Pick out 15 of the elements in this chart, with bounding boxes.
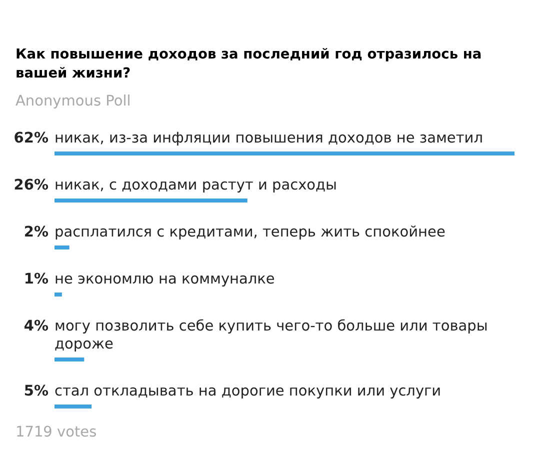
y-tick-label: могу позволить себе купить чего-то больше или товары дороже (54, 318, 488, 352)
y-tick-label: стал откладывать на дорогие покупки или услуги (54, 384, 442, 400)
chart-title: Как повышение доходов за последний год отразилось на вашей жизни? (16, 46, 482, 82)
data-label: 2% (24, 224, 49, 240)
data-label: 62% (14, 130, 49, 146)
data-label: 26% (14, 178, 49, 194)
y-tick-label: расплатился с кредитами, теперь жить спокойнее (54, 224, 446, 240)
data-label: 5% (24, 384, 49, 400)
y-tick-label: не экономлю на коммуналке (54, 272, 275, 288)
chart-subtitle: Anonymous Poll (16, 94, 131, 110)
y-tick-label: никак, с доходами растут и расходы (54, 178, 338, 194)
data-label: 4% (24, 318, 49, 334)
data-label: 1% (24, 272, 49, 288)
y-tick-label: никак, из-за инфляции повышения доходов не заметил (54, 130, 483, 146)
text: 1719 votes (16, 424, 97, 440)
